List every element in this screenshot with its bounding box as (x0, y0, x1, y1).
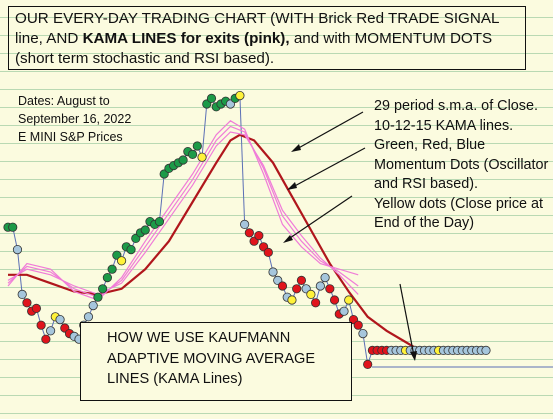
kama-line-1 (7, 120, 359, 301)
momentum-dot-green (102, 272, 112, 283)
momentum-dot-blue (315, 281, 325, 291)
momentum-dot-yellow (197, 152, 207, 162)
momentum-dot-blue (268, 267, 278, 277)
momentum-dot-blue (45, 326, 56, 336)
momentum-dot-green (206, 93, 217, 104)
momentum-dot-blue (481, 345, 491, 355)
momentum-dots-group (3, 91, 491, 369)
momentum-dot-green (178, 155, 188, 165)
arrowhead-kama (287, 182, 297, 190)
title-text-4: and with MOMENTUM DOTS (short term stoch… (15, 30, 493, 67)
chart-title-box: OUR EVERY-DAY TRADING CHART (WITH Brick … (8, 6, 526, 70)
momentum-dot-blue (240, 219, 250, 229)
momentum-dot-red (296, 275, 307, 285)
momentum-dot-red (41, 334, 51, 344)
annotation-arrows (283, 111, 417, 361)
momentum-dot-green (192, 141, 202, 151)
dates-label: Dates: August to September 16, 2022 E MI… (18, 92, 188, 146)
annotation-sma: 29 period s.m.a. of Close. (374, 98, 538, 114)
momentum-dot-green (126, 245, 136, 255)
arrowhead-sma (291, 144, 301, 152)
title-text-2: AND (46, 30, 79, 47)
annotation-kama: 10-12-15 KAMA lines. (374, 117, 514, 134)
dates-line-3: E MINI S&P Prices (18, 130, 123, 144)
dates-line-1: Dates: August to (18, 94, 110, 108)
price-stem-segment (362, 333, 369, 365)
momentum-dot-red (36, 320, 46, 330)
price-stem-segment (239, 95, 246, 225)
momentum-dot-green (8, 222, 18, 232)
momentum-dot-green (140, 225, 150, 235)
momentum-dot-green (107, 264, 117, 274)
annotation-yellow: Yellow dots (Close price at End of the D… (374, 195, 544, 232)
momentum-dot-red (311, 298, 321, 308)
momentum-dot-green (98, 284, 108, 294)
momentum-dot-red (363, 359, 373, 369)
kama-lines-group (7, 120, 359, 301)
momentum-dot-yellow (344, 295, 354, 305)
momentum-dot-green (154, 217, 165, 227)
arrowhead-yellow (410, 351, 417, 361)
momentum-dot-yellow (287, 295, 297, 305)
momentum-dot-red (22, 298, 32, 308)
momentum-dot-yellow (235, 91, 245, 101)
momentum-dot-blue (12, 245, 23, 255)
annotation-dots: Green, Red, Blue Momentum Dots (Oscillat… (374, 137, 549, 192)
arrow-kama (290, 147, 366, 189)
momentum-dot-red (244, 228, 254, 238)
title-text-1: OUR EVERY-DAY TRADING CHART (WITH Brick … (15, 10, 499, 47)
momentum-dot-red (353, 320, 363, 330)
dates-line-2: September 16, 2022 (18, 112, 132, 126)
kama-line-2 (7, 125, 359, 298)
momentum-dot-yellow (306, 289, 316, 299)
title-text-bold: KAMA LINES for exits (pink), (82, 30, 290, 47)
momentum-dot-red (277, 281, 288, 291)
momentum-dot-blue (55, 314, 65, 325)
momentum-dot-blue (358, 328, 368, 339)
momentum-dot-blue (88, 300, 98, 311)
momentum-dot-red (325, 284, 335, 294)
arrow-yellow (399, 283, 415, 357)
arrow-dots (286, 195, 353, 241)
momentum-dot-red (263, 247, 273, 257)
price-stem-segment (158, 173, 165, 222)
momentum-dot-red (292, 284, 302, 294)
annotations-panel: 29 period s.m.a. of Close. 10-12-15 KAMA… (374, 97, 552, 234)
how-we-use-box: HOW WE USE KAUFMANN ADAPTIVE MOVING AVER… (80, 322, 352, 401)
momentum-dot-blue (17, 289, 27, 299)
momentum-dot-blue (83, 312, 94, 322)
arrow-sma (294, 111, 364, 151)
arrowhead-dots (283, 235, 293, 243)
kama-line-3 (7, 131, 359, 296)
momentum-dot-yellow (116, 256, 127, 266)
momentum-dot-red (254, 231, 264, 241)
momentum-dot-green (93, 292, 103, 302)
momentum-dot-green (187, 149, 198, 159)
price-stem-segment (201, 103, 208, 158)
momentum-dot-red (31, 303, 41, 313)
momentum-dot-blue (320, 272, 330, 283)
momentum-dot-red (329, 295, 340, 305)
momentum-dot-blue (339, 306, 349, 316)
